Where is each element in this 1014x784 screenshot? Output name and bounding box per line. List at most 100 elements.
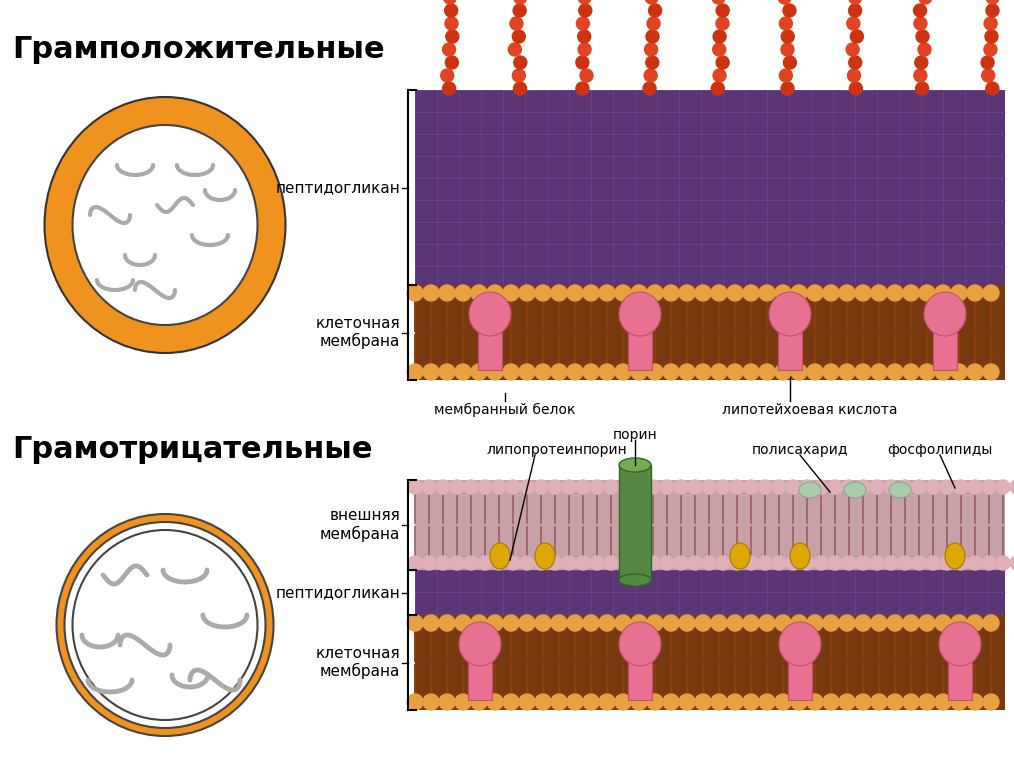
Circle shape [470, 694, 487, 710]
Circle shape [807, 694, 823, 710]
Circle shape [512, 69, 525, 82]
Circle shape [508, 43, 521, 56]
Circle shape [631, 364, 647, 380]
Circle shape [470, 364, 487, 380]
Ellipse shape [730, 543, 750, 569]
Circle shape [583, 615, 599, 631]
Circle shape [800, 556, 814, 570]
Circle shape [727, 364, 743, 380]
Circle shape [871, 615, 887, 631]
Circle shape [898, 556, 912, 570]
Circle shape [759, 615, 775, 631]
Circle shape [503, 364, 519, 380]
Circle shape [576, 82, 589, 95]
Bar [789, 648, 811, 700]
Circle shape [983, 364, 999, 380]
Circle shape [519, 364, 535, 380]
Text: Грамотрицательные: Грамотрицательные [12, 435, 372, 464]
Text: мембранный белок: мембранный белок [434, 403, 576, 417]
Circle shape [470, 285, 487, 301]
Circle shape [775, 694, 791, 710]
Circle shape [492, 480, 506, 494]
Circle shape [903, 694, 919, 710]
Circle shape [727, 285, 743, 301]
Circle shape [954, 556, 968, 570]
Circle shape [967, 364, 983, 380]
Circle shape [407, 285, 423, 301]
Circle shape [791, 364, 807, 380]
Circle shape [455, 285, 470, 301]
Circle shape [871, 364, 887, 380]
Bar [415, 480, 1005, 570]
Circle shape [850, 82, 862, 95]
Circle shape [576, 56, 589, 69]
Circle shape [408, 556, 422, 570]
Circle shape [632, 480, 646, 494]
Circle shape [916, 82, 929, 95]
Circle shape [786, 556, 800, 570]
Bar [619, 465, 651, 580]
Circle shape [828, 556, 842, 570]
Circle shape [615, 615, 631, 631]
Text: липотейхоевая кислота: липотейхоевая кислота [722, 403, 897, 417]
Circle shape [983, 615, 999, 631]
Circle shape [439, 285, 455, 301]
Circle shape [996, 556, 1010, 570]
Circle shape [855, 615, 871, 631]
Circle shape [562, 480, 576, 494]
Circle shape [422, 480, 436, 494]
Circle shape [915, 56, 928, 69]
Circle shape [567, 615, 583, 631]
Circle shape [987, 0, 999, 4]
Circle shape [716, 56, 729, 69]
Circle shape [423, 615, 439, 631]
Circle shape [660, 556, 674, 570]
Circle shape [814, 480, 828, 494]
Circle shape [823, 285, 839, 301]
Circle shape [647, 285, 663, 301]
Circle shape [743, 364, 759, 380]
Circle shape [506, 556, 520, 570]
Circle shape [711, 82, 724, 95]
Circle shape [660, 480, 674, 494]
Circle shape [679, 615, 695, 631]
Circle shape [918, 43, 931, 56]
Ellipse shape [799, 482, 821, 498]
Circle shape [567, 285, 583, 301]
Circle shape [443, 0, 456, 4]
Circle shape [940, 556, 954, 570]
Circle shape [510, 17, 523, 30]
Circle shape [951, 364, 967, 380]
Circle shape [967, 285, 983, 301]
Ellipse shape [945, 543, 965, 569]
Circle shape [679, 694, 695, 710]
Circle shape [781, 30, 794, 43]
Circle shape [578, 30, 591, 43]
Circle shape [674, 480, 689, 494]
Circle shape [982, 480, 996, 494]
Bar [934, 318, 956, 370]
Circle shape [615, 285, 631, 301]
Circle shape [743, 285, 759, 301]
Circle shape [695, 694, 711, 710]
Circle shape [646, 556, 660, 570]
Circle shape [800, 480, 814, 494]
Circle shape [839, 615, 855, 631]
Circle shape [887, 285, 903, 301]
Circle shape [590, 556, 604, 570]
Circle shape [985, 17, 997, 30]
Circle shape [912, 556, 926, 570]
Bar [468, 648, 492, 700]
Circle shape [576, 556, 590, 570]
Ellipse shape [65, 522, 266, 728]
Circle shape [842, 556, 856, 570]
Circle shape [551, 285, 567, 301]
Circle shape [445, 17, 458, 30]
Circle shape [914, 17, 927, 30]
Circle shape [615, 694, 631, 710]
Circle shape [446, 30, 458, 43]
Circle shape [744, 556, 758, 570]
Ellipse shape [619, 292, 661, 336]
Circle shape [455, 694, 470, 710]
Circle shape [632, 556, 646, 570]
